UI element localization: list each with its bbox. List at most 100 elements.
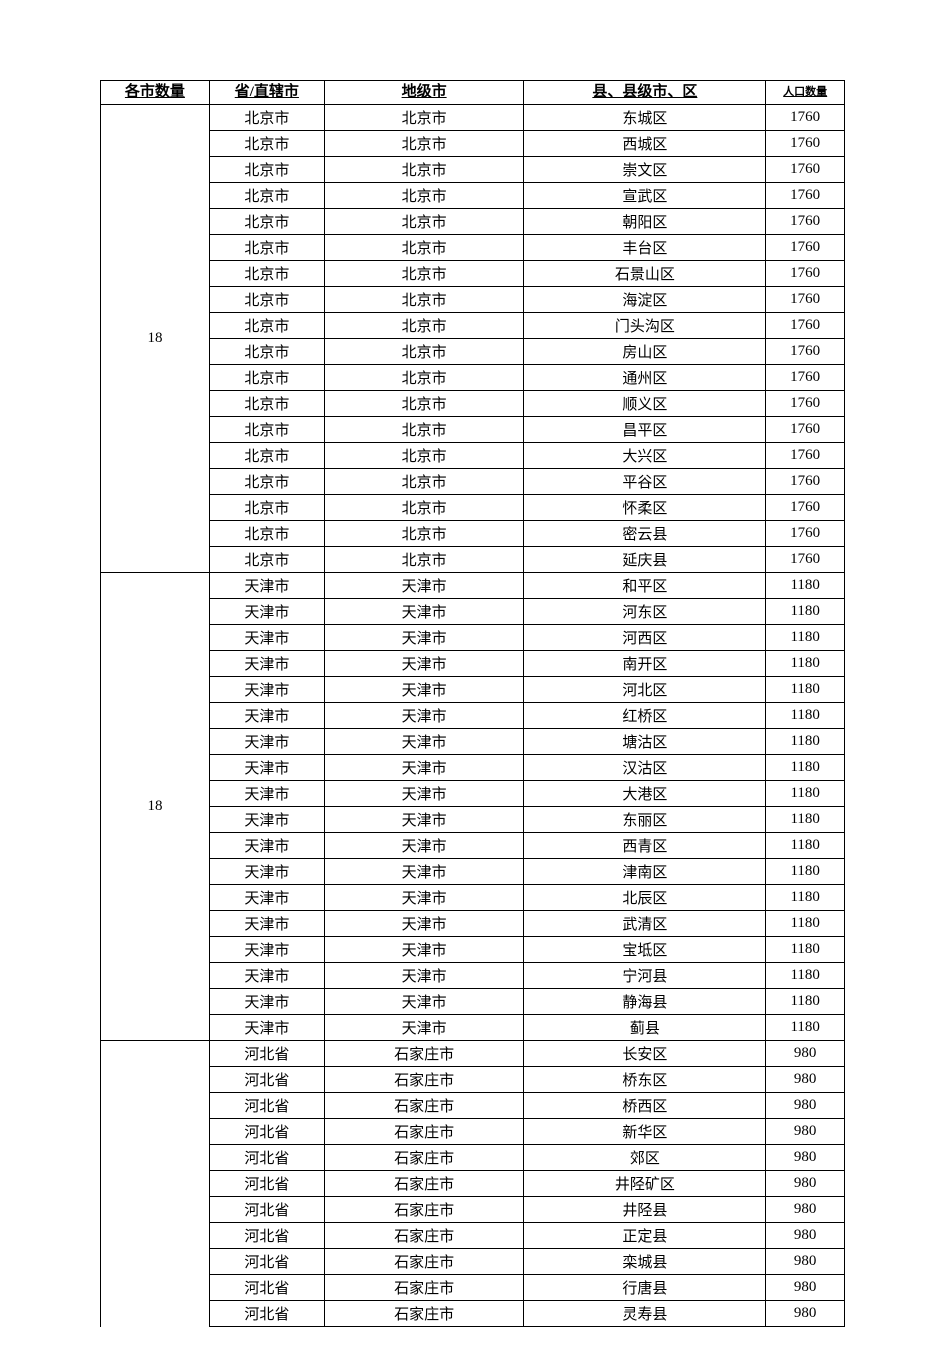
population-cell: 1760 — [766, 443, 845, 469]
population-cell: 1760 — [766, 131, 845, 157]
table-row: 北京市北京市顺义区1760 — [101, 391, 845, 417]
county-cell: 石景山区 — [524, 261, 766, 287]
prefecture-cell: 北京市 — [324, 547, 524, 573]
province-cell: 北京市 — [209, 417, 324, 443]
prefecture-cell: 天津市 — [324, 755, 524, 781]
table-row: 天津市天津市武清区1180 — [101, 911, 845, 937]
population-cell: 1180 — [766, 989, 845, 1015]
prefecture-cell: 北京市 — [324, 105, 524, 131]
county-cell: 西城区 — [524, 131, 766, 157]
population-cell: 1180 — [766, 703, 845, 729]
table-row: 河北省石家庄市桥东区980 — [101, 1067, 845, 1093]
county-cell: 北辰区 — [524, 885, 766, 911]
province-cell: 河北省 — [209, 1041, 324, 1067]
county-cell: 井陉县 — [524, 1197, 766, 1223]
prefecture-cell: 石家庄市 — [324, 1197, 524, 1223]
prefecture-cell: 天津市 — [324, 677, 524, 703]
table-row: 18天津市天津市和平区1180 — [101, 573, 845, 599]
province-cell: 河北省 — [209, 1119, 324, 1145]
prefecture-cell: 北京市 — [324, 495, 524, 521]
table-row: 北京市北京市石景山区1760 — [101, 261, 845, 287]
population-cell: 1180 — [766, 781, 845, 807]
county-cell: 栾城县 — [524, 1249, 766, 1275]
prefecture-cell: 石家庄市 — [324, 1249, 524, 1275]
table-row: 天津市天津市北辰区1180 — [101, 885, 845, 911]
county-cell: 和平区 — [524, 573, 766, 599]
count-cell: 18 — [101, 105, 210, 573]
province-cell: 河北省 — [209, 1223, 324, 1249]
province-cell: 河北省 — [209, 1197, 324, 1223]
county-cell: 密云县 — [524, 521, 766, 547]
county-cell: 津南区 — [524, 859, 766, 885]
prefecture-cell: 北京市 — [324, 235, 524, 261]
table-row: 河北省石家庄市栾城县980 — [101, 1249, 845, 1275]
population-cell: 1760 — [766, 495, 845, 521]
county-cell: 井陉矿区 — [524, 1171, 766, 1197]
province-cell: 北京市 — [209, 157, 324, 183]
county-cell: 宁河县 — [524, 963, 766, 989]
province-cell: 天津市 — [209, 703, 324, 729]
table-row: 北京市北京市宣武区1760 — [101, 183, 845, 209]
county-cell: 平谷区 — [524, 469, 766, 495]
population-cell: 1760 — [766, 235, 845, 261]
county-cell: 桥东区 — [524, 1067, 766, 1093]
table-row: 河北省石家庄市灵寿县980 — [101, 1301, 845, 1327]
population-cell: 1760 — [766, 183, 845, 209]
county-cell: 崇文区 — [524, 157, 766, 183]
population-cell: 1760 — [766, 261, 845, 287]
population-cell: 1180 — [766, 911, 845, 937]
population-cell: 1180 — [766, 859, 845, 885]
province-cell: 北京市 — [209, 469, 324, 495]
prefecture-cell: 北京市 — [324, 131, 524, 157]
prefecture-cell: 北京市 — [324, 391, 524, 417]
table-row: 河北省石家庄市新华区980 — [101, 1119, 845, 1145]
prefecture-cell: 北京市 — [324, 417, 524, 443]
county-cell: 行唐县 — [524, 1275, 766, 1301]
prefecture-cell: 天津市 — [324, 859, 524, 885]
population-cell: 1760 — [766, 391, 845, 417]
province-cell: 河北省 — [209, 1171, 324, 1197]
county-cell: 大兴区 — [524, 443, 766, 469]
county-cell: 河东区 — [524, 599, 766, 625]
table-row: 北京市北京市门头沟区1760 — [101, 313, 845, 339]
county-cell: 西青区 — [524, 833, 766, 859]
prefecture-cell: 石家庄市 — [324, 1275, 524, 1301]
population-cell: 1760 — [766, 469, 845, 495]
province-cell: 河北省 — [209, 1093, 324, 1119]
county-cell: 武清区 — [524, 911, 766, 937]
county-cell: 东丽区 — [524, 807, 766, 833]
province-cell: 北京市 — [209, 365, 324, 391]
table-row: 天津市天津市宁河县1180 — [101, 963, 845, 989]
table-row: 北京市北京市大兴区1760 — [101, 443, 845, 469]
population-cell: 980 — [766, 1249, 845, 1275]
prefecture-cell: 石家庄市 — [324, 1145, 524, 1171]
table-row: 天津市天津市红桥区1180 — [101, 703, 845, 729]
county-cell: 昌平区 — [524, 417, 766, 443]
population-cell: 1180 — [766, 885, 845, 911]
county-cell: 宝坻区 — [524, 937, 766, 963]
table-row: 北京市北京市通州区1760 — [101, 365, 845, 391]
table-row: 北京市北京市房山区1760 — [101, 339, 845, 365]
table-row: 天津市天津市河东区1180 — [101, 599, 845, 625]
population-cell: 1180 — [766, 755, 845, 781]
county-cell: 蓟县 — [524, 1015, 766, 1041]
table-row: 天津市天津市河北区1180 — [101, 677, 845, 703]
table-row: 天津市天津市静海县1180 — [101, 989, 845, 1015]
county-cell: 丰台区 — [524, 235, 766, 261]
table-row: 河北省石家庄市桥西区980 — [101, 1093, 845, 1119]
prefecture-cell: 天津市 — [324, 651, 524, 677]
prefecture-cell: 天津市 — [324, 963, 524, 989]
table-row: 北京市北京市崇文区1760 — [101, 157, 845, 183]
county-cell: 静海县 — [524, 989, 766, 1015]
province-cell: 北京市 — [209, 235, 324, 261]
county-cell: 宣武区 — [524, 183, 766, 209]
prefecture-cell: 北京市 — [324, 209, 524, 235]
province-cell: 北京市 — [209, 131, 324, 157]
province-cell: 天津市 — [209, 885, 324, 911]
table-row: 天津市天津市宝坻区1180 — [101, 937, 845, 963]
population-table: 各市数量 省/直辖市 地级市 县、县级市、区 人口数量 18北京市北京市东城区1… — [100, 80, 845, 1327]
province-cell: 北京市 — [209, 105, 324, 131]
prefecture-cell: 天津市 — [324, 703, 524, 729]
prefecture-cell: 天津市 — [324, 885, 524, 911]
prefecture-cell: 北京市 — [324, 313, 524, 339]
